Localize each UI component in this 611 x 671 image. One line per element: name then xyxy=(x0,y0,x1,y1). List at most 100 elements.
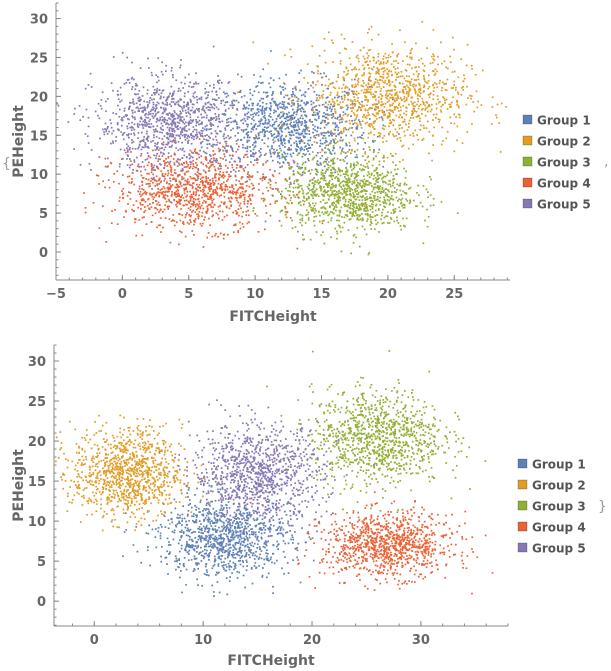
data-point xyxy=(173,152,176,155)
data-point xyxy=(126,114,128,116)
data-point xyxy=(173,224,176,227)
data-point xyxy=(191,103,194,106)
data-point xyxy=(354,150,356,153)
data-point xyxy=(240,139,243,141)
data-point xyxy=(318,97,321,99)
data-point xyxy=(383,196,385,199)
data-point xyxy=(130,151,132,153)
data-point xyxy=(175,200,178,203)
data-point xyxy=(323,219,325,222)
data-point xyxy=(123,110,126,112)
data-point xyxy=(387,132,390,135)
data-point xyxy=(223,181,225,184)
data-point xyxy=(171,116,174,119)
data-point xyxy=(288,97,291,100)
data-point xyxy=(391,98,394,101)
data-point xyxy=(271,118,274,121)
data-point xyxy=(363,68,365,71)
data-point xyxy=(292,124,295,127)
data-point xyxy=(181,176,183,178)
data-point xyxy=(155,104,158,106)
data-point xyxy=(480,104,483,106)
data-point xyxy=(183,187,185,190)
data-point xyxy=(343,127,345,130)
data-point xyxy=(222,171,225,174)
data-point xyxy=(215,144,218,146)
data-point xyxy=(332,115,335,118)
data-point xyxy=(336,124,338,127)
data-point xyxy=(169,140,172,143)
data-point xyxy=(329,211,332,213)
data-point xyxy=(206,96,209,99)
data-point xyxy=(277,108,279,110)
data-point xyxy=(148,120,150,123)
data-point xyxy=(339,101,342,104)
data-point xyxy=(324,137,327,140)
data-point xyxy=(212,138,215,141)
data-point xyxy=(211,118,214,121)
data-point xyxy=(397,96,399,99)
data-point xyxy=(280,129,283,132)
data-point xyxy=(173,163,176,166)
data-point xyxy=(323,189,326,192)
data-point xyxy=(377,71,380,74)
data-point xyxy=(273,136,276,139)
data-point xyxy=(151,98,153,101)
data-point xyxy=(205,175,207,178)
data-point xyxy=(329,142,332,144)
data-point xyxy=(354,105,356,107)
series-group-3 xyxy=(249,123,459,256)
data-point xyxy=(271,125,274,128)
data-point xyxy=(331,171,334,174)
data-point xyxy=(324,191,327,194)
data-point xyxy=(351,211,354,214)
data-point xyxy=(361,105,364,108)
data-point xyxy=(200,113,202,116)
data-point xyxy=(392,204,394,206)
data-point xyxy=(246,141,249,144)
data-point xyxy=(431,159,433,162)
data-point xyxy=(378,109,381,112)
data-point xyxy=(181,214,184,216)
data-point xyxy=(161,101,164,104)
data-point xyxy=(226,121,228,124)
data-point xyxy=(272,175,275,178)
data-point xyxy=(137,206,139,209)
data-point xyxy=(283,101,286,103)
data-point xyxy=(385,96,387,99)
data-point xyxy=(453,122,456,125)
data-point xyxy=(421,205,424,208)
data-point xyxy=(104,165,107,168)
data-point xyxy=(285,116,288,118)
data-point xyxy=(201,130,204,132)
data-point xyxy=(358,105,360,108)
data-point xyxy=(132,100,135,103)
data-point xyxy=(336,191,338,193)
data-point xyxy=(288,176,291,179)
data-point xyxy=(452,96,454,99)
data-point xyxy=(118,115,121,118)
data-point xyxy=(354,100,357,103)
data-point xyxy=(402,190,404,193)
data-point xyxy=(405,99,407,102)
data-point xyxy=(174,124,177,126)
data-point xyxy=(204,135,206,137)
data-point xyxy=(170,195,173,197)
data-point xyxy=(246,118,249,120)
data-point xyxy=(252,116,255,118)
data-point xyxy=(112,89,114,92)
data-point xyxy=(423,75,425,77)
data-point xyxy=(206,143,209,146)
data-point xyxy=(196,213,198,216)
data-point xyxy=(217,108,220,111)
data-point xyxy=(184,92,186,95)
data-point xyxy=(265,161,267,164)
data-point xyxy=(149,113,152,115)
data-point xyxy=(375,70,378,73)
data-point xyxy=(221,188,224,190)
data-point xyxy=(368,86,371,88)
data-point xyxy=(172,134,174,137)
data-point xyxy=(156,117,159,120)
data-point xyxy=(151,115,154,118)
data-point xyxy=(152,85,155,88)
